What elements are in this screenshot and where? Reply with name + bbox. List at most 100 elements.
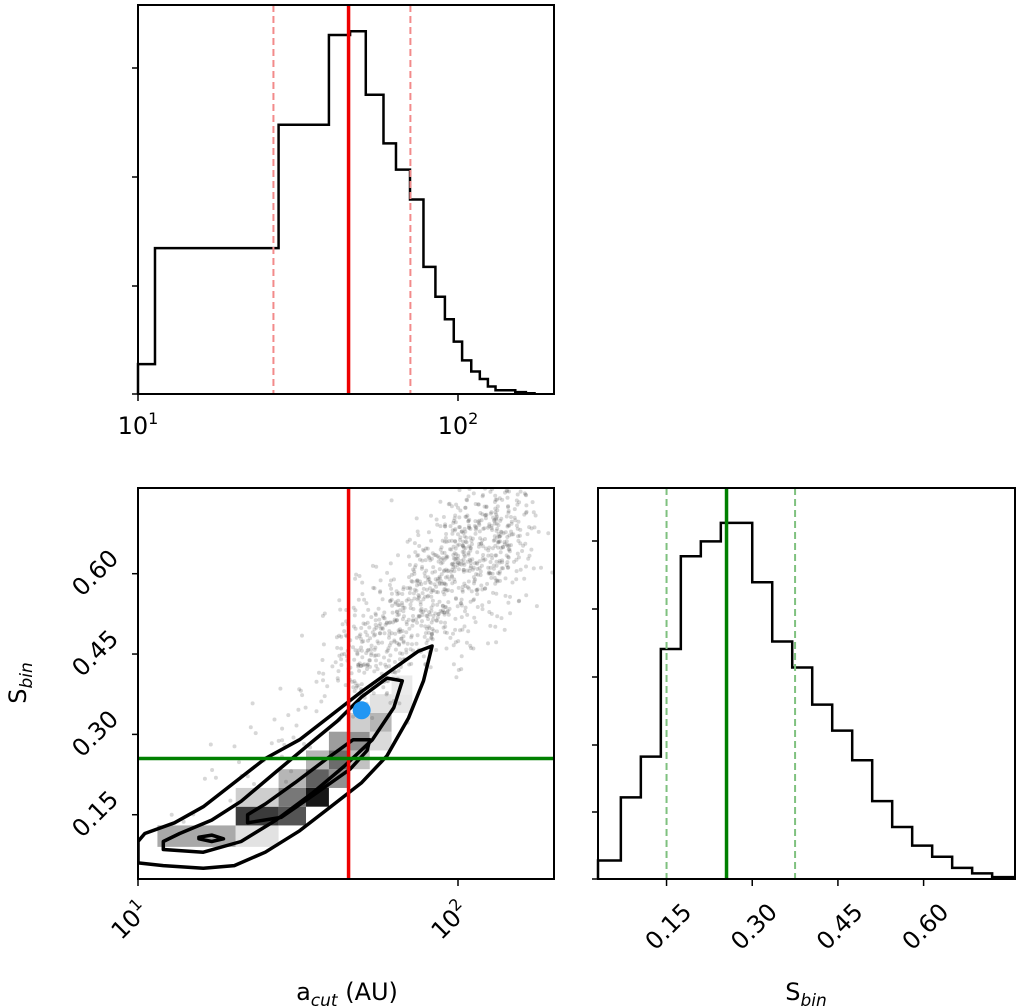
scatter-point xyxy=(397,701,402,706)
scatter-point xyxy=(492,479,496,483)
scatter-point xyxy=(336,678,341,683)
scatter-point xyxy=(429,631,434,636)
scatter-point xyxy=(438,547,443,552)
scatter-point xyxy=(381,685,386,690)
scatter-point xyxy=(384,621,389,626)
scatter-point xyxy=(451,565,456,570)
scatter-point xyxy=(362,662,367,667)
scatter-point xyxy=(504,514,509,519)
scatter-point xyxy=(213,775,218,780)
scatter-point xyxy=(366,607,371,612)
joint-y-tick-label-1: 0.15 xyxy=(67,785,125,843)
scatter-point xyxy=(453,520,458,525)
scatter-point xyxy=(355,684,359,688)
scatter-point xyxy=(529,526,534,531)
scatter-point xyxy=(518,527,523,532)
scatter-point xyxy=(410,623,415,628)
scatter-point xyxy=(448,547,452,552)
scatter-point xyxy=(512,515,517,520)
scatter-point xyxy=(520,549,525,553)
scatter-point xyxy=(392,660,397,664)
scatter-point xyxy=(443,620,447,625)
scatter-point xyxy=(531,566,536,571)
scatter-point xyxy=(453,556,458,561)
scatter-point xyxy=(444,646,449,651)
scatter-point xyxy=(435,629,439,634)
scatter-point xyxy=(441,608,445,613)
scatter-point xyxy=(365,633,370,638)
scatter-point xyxy=(321,678,325,683)
scatter-point xyxy=(539,565,543,570)
scatter-point xyxy=(495,614,500,619)
scatter-point xyxy=(377,623,382,628)
scatter-point xyxy=(360,655,365,660)
scatter-point xyxy=(248,725,253,730)
scatter-point xyxy=(525,482,529,486)
scatter-point xyxy=(436,612,441,617)
scatter-point xyxy=(495,578,500,583)
scatter-point xyxy=(481,558,486,563)
scatter-point xyxy=(416,613,421,618)
scatter-point xyxy=(510,484,514,488)
scatter-point xyxy=(466,525,471,530)
scatter-point xyxy=(434,648,439,652)
scatter-point xyxy=(378,626,383,631)
scatter-point xyxy=(435,554,440,559)
scatter-point xyxy=(471,565,476,570)
scatter-point xyxy=(441,515,446,519)
scatter-point xyxy=(407,591,412,595)
marginal-s-bin-frame xyxy=(597,487,1016,880)
scatter-point xyxy=(361,639,366,644)
scatter-point xyxy=(437,582,442,587)
scatter-point xyxy=(416,533,421,538)
scatter-point xyxy=(415,578,420,583)
scatter-point xyxy=(276,738,281,743)
scatter-point xyxy=(483,586,488,591)
joint-y-tick-label-2: 0.30 xyxy=(67,705,125,763)
scatter-point xyxy=(456,532,460,537)
scatter-point xyxy=(525,469,529,473)
scatter-point xyxy=(419,582,424,587)
scatter-point xyxy=(453,596,458,601)
scatter-point xyxy=(489,464,493,468)
scatter-point xyxy=(372,633,376,638)
scatter-point xyxy=(478,474,482,478)
scatter-point xyxy=(457,480,461,484)
scatter-point xyxy=(452,528,457,533)
scatter-point xyxy=(429,608,434,613)
scatter-point xyxy=(451,631,455,636)
scatter-point xyxy=(423,624,428,629)
scatter-point xyxy=(392,577,396,582)
joint-contours xyxy=(138,644,434,871)
scatter-point xyxy=(463,505,468,510)
scatter-point xyxy=(479,462,483,466)
scatter-point xyxy=(506,555,511,560)
scatter-point xyxy=(435,618,439,623)
scatter-point xyxy=(433,611,438,616)
scatter-point xyxy=(475,587,480,592)
scatter-point xyxy=(417,544,422,548)
top-x-tick-label-2: 102 xyxy=(438,409,479,440)
joint-x-axis-label: acut (AU) xyxy=(296,978,398,1008)
scatter-point xyxy=(356,648,361,653)
scatter-point xyxy=(492,537,497,542)
scatter-point xyxy=(436,612,441,616)
scatter-point xyxy=(429,538,434,543)
scatter-point xyxy=(415,553,420,558)
scatter-point xyxy=(359,663,364,668)
scatter-point xyxy=(382,655,386,660)
scatter-point xyxy=(494,516,499,521)
scatter-point xyxy=(464,514,469,519)
scatter-point xyxy=(527,553,532,558)
scatter-point xyxy=(493,543,498,548)
scatter-point xyxy=(401,639,406,644)
scatter-point xyxy=(395,618,399,623)
scatter-point xyxy=(387,635,391,640)
scatter-point xyxy=(434,590,439,594)
scatter-point xyxy=(453,539,458,544)
scatter-point xyxy=(409,661,414,666)
scatter-point xyxy=(499,616,504,621)
scatter-point xyxy=(466,586,471,591)
scatter-point xyxy=(519,472,523,476)
scatter-point xyxy=(451,553,456,557)
